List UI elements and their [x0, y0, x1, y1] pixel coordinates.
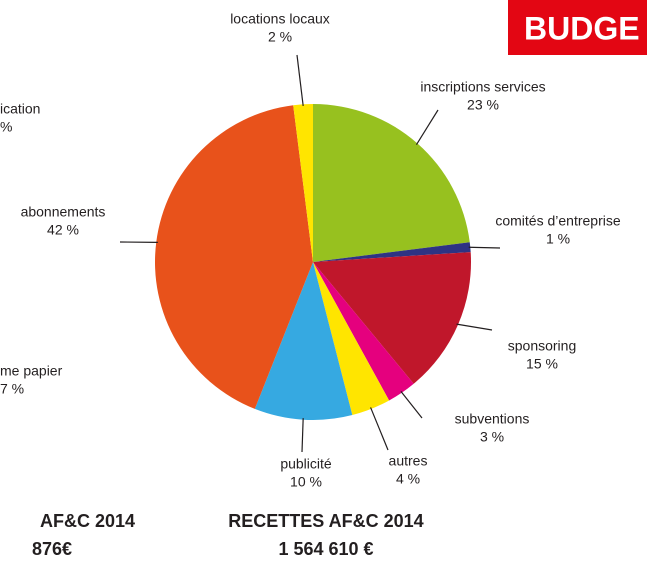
slice-label: subventions [455, 411, 530, 427]
fragment: ication [0, 101, 40, 117]
pie-slice [313, 104, 470, 262]
slice-value: 23 % [467, 97, 499, 113]
badge-box [508, 0, 647, 55]
fragment: % [0, 119, 12, 135]
leader-line [296, 54, 304, 106]
leader-line [456, 323, 493, 331]
fragment: 876€ [32, 539, 72, 559]
leader-line [468, 246, 501, 249]
slice-label: autres [389, 453, 428, 469]
slice-value: 3 % [480, 429, 504, 445]
slice-label: sponsoring [508, 338, 577, 354]
slice-label: locations locaux [230, 11, 330, 27]
leader-line [400, 390, 423, 419]
slice-label: inscriptions services [420, 79, 545, 95]
pie-slice [313, 252, 471, 384]
slice-value: 1 % [546, 231, 570, 247]
slice-value: 15 % [526, 356, 558, 372]
pie-slice [293, 104, 313, 262]
badge-text: BUDGE [524, 10, 640, 46]
slice-value: 2 % [268, 29, 292, 45]
pie-slice [254, 262, 353, 420]
fragment: me papier [0, 363, 63, 379]
leader-line [415, 109, 439, 145]
slice-value: 10 % [290, 474, 322, 490]
leader-line [370, 407, 389, 451]
slice-label: publicité [280, 456, 332, 472]
slice-value: 42 % [47, 222, 79, 238]
slice-value: 4 % [396, 471, 420, 487]
fragment: AF&C 2014 [40, 511, 135, 531]
fragment: 7 % [0, 381, 24, 397]
slice-label: abonnements [21, 204, 106, 220]
chart-subtitle: 1 564 610 € [278, 539, 373, 559]
chart-title: RECETTES AF&C 2014 [228, 511, 423, 531]
pie-slice [155, 105, 313, 409]
pie-slice [313, 242, 471, 262]
pie-slice [313, 262, 414, 401]
pie-slice [313, 262, 390, 416]
slice-label: comités d’entreprise [495, 213, 620, 229]
leader-line [301, 418, 304, 453]
